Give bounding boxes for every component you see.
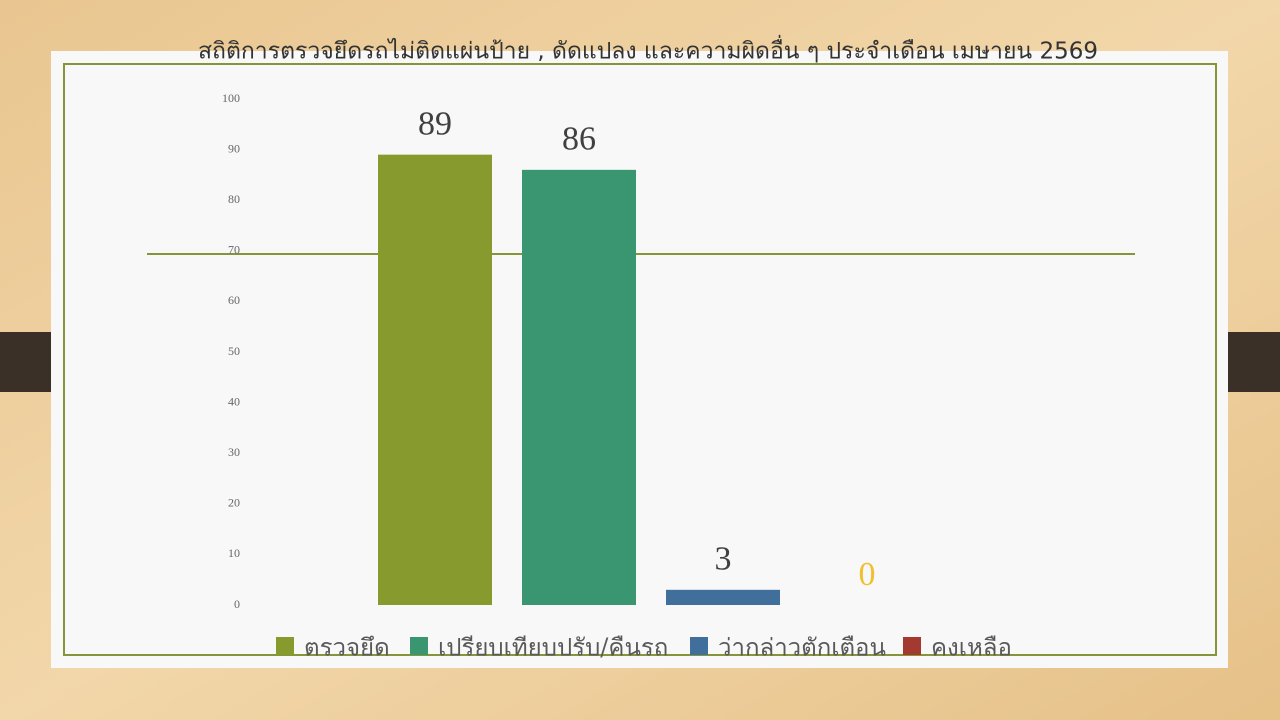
legend-swatch xyxy=(410,637,428,655)
legend-swatch xyxy=(276,637,294,655)
y-tick-label: 90 xyxy=(228,141,240,155)
y-tick-label: 10 xyxy=(228,546,240,560)
slide-border xyxy=(63,63,1217,656)
data-label: 89 xyxy=(418,105,452,142)
y-tick-label: 0 xyxy=(234,597,240,611)
legend-label: ตรวจยึด xyxy=(304,634,390,662)
y-tick-label: 30 xyxy=(228,445,240,459)
y-tick-label: 20 xyxy=(228,496,240,510)
slide-panel xyxy=(51,51,1228,668)
y-tick-label: 100 xyxy=(222,91,240,105)
data-label: 0 xyxy=(859,556,876,593)
y-tick-label: 50 xyxy=(228,344,240,358)
y-tick-label: 80 xyxy=(228,192,240,206)
data-label: 86 xyxy=(562,121,596,158)
chart-title: สถิติการตรวจยึดรถไม่ติดแผ่นป้าย , ดัดแปล… xyxy=(198,35,1098,65)
data-label: 3 xyxy=(715,541,732,578)
bar xyxy=(522,169,636,605)
legend-label: ว่ากล่าวตักเตือน xyxy=(718,634,886,662)
legend-swatch xyxy=(690,637,708,655)
bar xyxy=(378,154,492,605)
y-tick-label: 60 xyxy=(228,293,240,307)
legend-label: คงเหลือ xyxy=(931,634,1012,662)
bar xyxy=(666,589,780,605)
legend-swatch xyxy=(903,637,921,655)
y-tick-label: 70 xyxy=(228,243,240,257)
y-tick-label: 40 xyxy=(228,394,240,408)
legend-label: เปรียบเทียบปรับ/คืนรถ xyxy=(438,634,668,662)
